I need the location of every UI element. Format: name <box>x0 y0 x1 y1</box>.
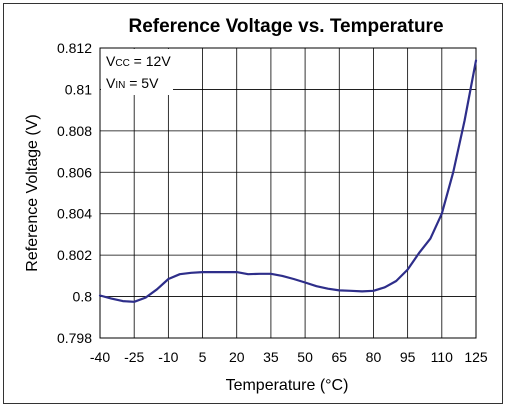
x-tick-label: -10 <box>158 349 178 365</box>
y-tick-label: 0.808 <box>57 123 92 139</box>
chart-title: Reference Voltage vs. Temperature <box>128 16 443 37</box>
x-axis: -40 -25 -10 5 20 35 50 65 80 95 110 125 <box>90 349 488 365</box>
y-tick-label: 0.804 <box>57 206 92 222</box>
x-tick-label: 110 <box>431 349 454 365</box>
x-tick-label: 20 <box>229 349 245 365</box>
y-tick-label: 0.798 <box>57 330 92 346</box>
x-tick-label: -25 <box>124 349 144 365</box>
y-tick-label: 0.812 <box>57 40 92 56</box>
y-tick-label: 0.806 <box>57 164 92 180</box>
x-tick-label: 65 <box>331 349 347 365</box>
x-tick-label: 35 <box>263 349 279 365</box>
annotation-box: VCC = 12V VIN = 5V <box>101 49 173 95</box>
plot-area <box>99 47 477 339</box>
x-tick-label: -40 <box>90 349 110 365</box>
x-tick-label: 5 <box>199 349 207 365</box>
series-line <box>98 59 478 303</box>
x-tick-label: 125 <box>464 349 488 365</box>
x-tick-label: 50 <box>297 349 313 365</box>
annotation-background <box>101 49 173 95</box>
x-axis-title: Temperature (°C) <box>226 377 349 394</box>
annotation-text: VIN = 5V <box>106 75 159 91</box>
y-tick-label: 0.8 <box>73 289 93 305</box>
x-tick-label: 95 <box>400 349 416 365</box>
y-tick-label: 0.802 <box>57 247 92 263</box>
y-axis: 0.798 0.8 0.802 0.804 0.806 0.808 0.81 0.812 <box>57 40 92 346</box>
annotation-text: VCC = 12V <box>106 53 171 69</box>
chart-frame <box>3 3 503 404</box>
x-tick-label: 80 <box>366 349 382 365</box>
y-tick-label: 0.81 <box>65 81 92 97</box>
y-axis-title: Reference Voltage (V) <box>24 114 41 271</box>
